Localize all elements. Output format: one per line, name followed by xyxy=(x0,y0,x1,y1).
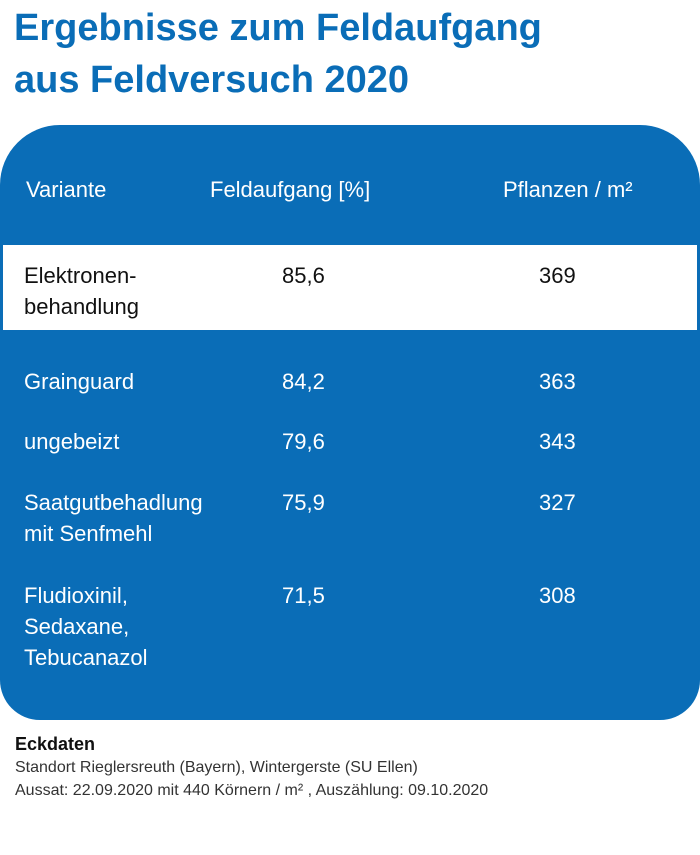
cell-feldaufgang: 85,6 xyxy=(282,263,325,288)
cell-variante: Elektronen- behandlung xyxy=(24,260,139,322)
footer-heading: Eckdaten xyxy=(15,734,96,754)
cell-text: Elektronen- xyxy=(24,263,137,288)
cell-variante: Grainguard xyxy=(24,366,134,397)
cell-variante: ungebeizt xyxy=(24,426,119,457)
cell-pflanzen: 327 xyxy=(539,490,576,515)
title-line-2: aus Feldversuch 2020 xyxy=(14,59,409,101)
cell-text: Sedaxane, xyxy=(24,614,130,639)
column-header-variante: Variante xyxy=(26,177,107,202)
cell-feldaufgang: 71,5 xyxy=(282,583,325,608)
cell-text: mit Senfmehl xyxy=(24,521,153,546)
footer-line-sowing: Aussat: 22.09.2020 mit 440 Körnern / m² … xyxy=(15,782,489,799)
cell-pflanzen: 308 xyxy=(539,583,576,608)
cell-feldaufgang: 84,2 xyxy=(282,369,325,394)
table-row-highlighted: Elektronen- behandlung 85,6 369 xyxy=(3,245,697,330)
title-line-1: Ergebnisse zum Feldaufgang xyxy=(14,7,542,49)
cell-text: ungebeizt xyxy=(24,429,120,454)
cell-feldaufgang: 75,9 xyxy=(282,490,325,515)
cell-text: Grainguard xyxy=(24,369,135,394)
cell-text: Tebucanazol xyxy=(24,645,148,670)
cell-variante: Fludioxinil, Sedaxane, Tebucanazol xyxy=(24,580,148,673)
key-data-footer: Eckdaten Standort Rieglersreuth (Bayern)… xyxy=(15,733,488,802)
cell-text: Saatgutbehadlung xyxy=(24,490,203,515)
cell-feldaufgang: 79,6 xyxy=(282,429,325,454)
footer-line-location: Standort Rieglersreuth (Bayern), Winterg… xyxy=(15,759,418,776)
column-header-feldaufgang: Feldaufgang [%] xyxy=(210,177,371,202)
cell-text: behandlung xyxy=(24,294,140,319)
cell-pflanzen: 343 xyxy=(539,429,576,454)
column-header-pflanzen: Pflanzen / m² xyxy=(503,177,633,202)
cell-variante: Saatgutbehadlung mit Senfmehl xyxy=(24,487,203,549)
cell-pflanzen: 363 xyxy=(539,369,576,394)
results-table: Variante Feldaufgang [%] Pflanzen / m² xyxy=(0,125,700,720)
cell-pflanzen: 369 xyxy=(539,263,576,288)
page-title: Ergebnisse zum Feldaufgang aus Feldversu… xyxy=(14,2,542,106)
cell-text: Fludioxinil, xyxy=(24,583,128,608)
